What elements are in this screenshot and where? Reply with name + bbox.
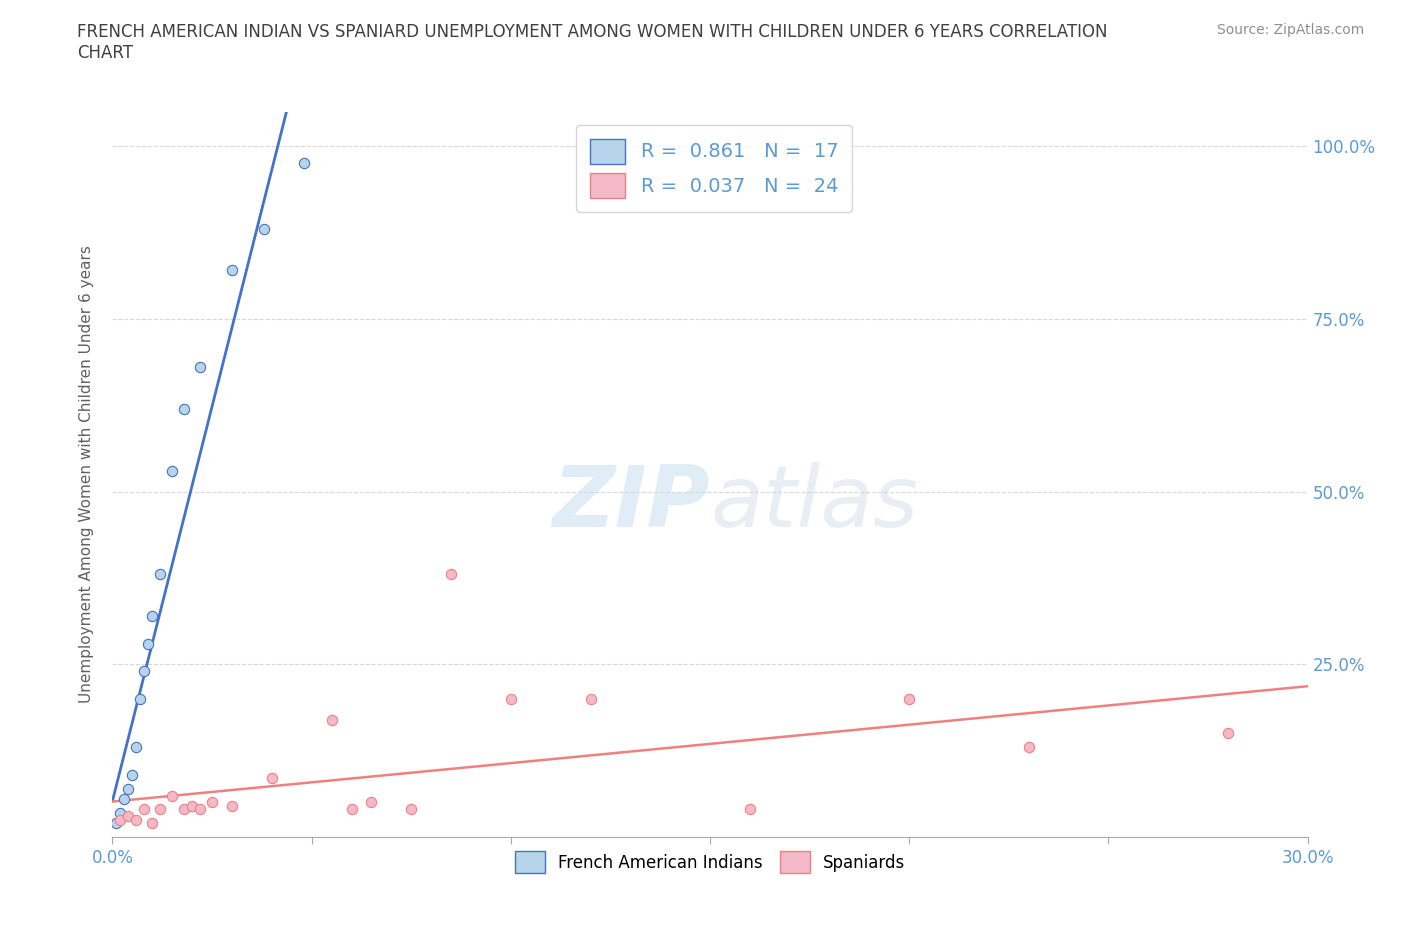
Point [321, 712, 343, 727]
Point [134, 802, 156, 817]
Point [181, 799, 204, 814]
Point [260, 771, 283, 786]
Legend: French American Indians, Spaniards: French American Indians, Spaniards [508, 844, 912, 880]
Y-axis label: Unemployment Among Women with Children Under 6 years: Unemployment Among Women with Children U… [79, 246, 94, 703]
Point [898, 691, 921, 706]
Text: ZIP: ZIP [553, 462, 710, 545]
Text: atlas: atlas [710, 462, 918, 545]
Point [340, 802, 363, 817]
Point [141, 816, 163, 830]
Point [188, 360, 211, 375]
Point [114, 791, 135, 806]
Text: Source: ZipAtlas.com: Source: ZipAtlas.com [1216, 23, 1364, 37]
Point [188, 802, 211, 817]
Point [138, 636, 160, 651]
Point [149, 567, 172, 582]
Text: FRENCH AMERICAN INDIAN VS SPANIARD UNEMPLOYMENT AMONG WOMEN WITH CHILDREN UNDER : FRENCH AMERICAN INDIAN VS SPANIARD UNEMP… [77, 23, 1108, 62]
Point [125, 739, 148, 754]
Point [201, 795, 224, 810]
Point [129, 691, 152, 706]
Point [738, 802, 761, 817]
Point [401, 802, 423, 817]
Point [110, 805, 132, 820]
Point [1216, 726, 1239, 741]
Point [1018, 739, 1040, 754]
Point [360, 795, 382, 810]
Point [253, 221, 276, 236]
Point [173, 802, 195, 817]
Point [149, 802, 172, 817]
Point [173, 401, 195, 416]
Point [125, 812, 148, 827]
Point [117, 809, 139, 824]
Point [110, 812, 132, 827]
Point [162, 788, 183, 803]
Point [141, 608, 163, 623]
Point [292, 156, 315, 171]
Point [440, 567, 463, 582]
Point [221, 263, 243, 278]
Point [221, 799, 243, 814]
Point [499, 691, 522, 706]
Point [134, 664, 156, 679]
Point [117, 781, 139, 796]
Point [579, 691, 602, 706]
Point [162, 463, 183, 478]
Point [105, 816, 128, 830]
Point [121, 767, 143, 782]
